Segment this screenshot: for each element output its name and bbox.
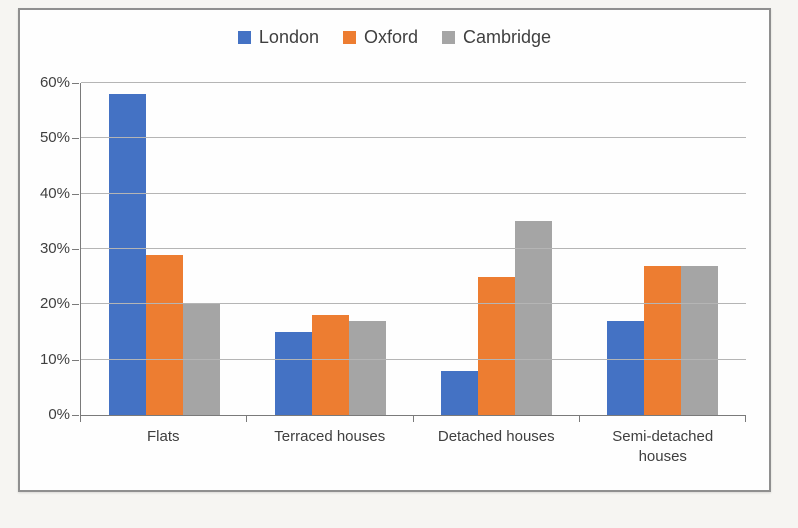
y-axis-tick-label-60: 60% bbox=[39, 74, 70, 91]
x-tick-mark-2 bbox=[412, 416, 414, 422]
category-label-semi-detached-houses: Semi-detached houses bbox=[580, 427, 747, 466]
category-label-detached-houses: Detached houses bbox=[413, 427, 580, 466]
legend-label-oxford: Oxford bbox=[364, 27, 419, 47]
bar-oxford-detached-houses bbox=[478, 276, 516, 415]
bar-cambridge-terraced-houses bbox=[348, 320, 386, 415]
bar-cambridge-flats bbox=[182, 304, 220, 415]
chart-legend: London Oxford Cambridge bbox=[20, 27, 769, 48]
bar-london-flats bbox=[108, 94, 146, 415]
category-label-text: Terraced houses bbox=[274, 428, 386, 445]
y-axis-tick-label-0: 0% bbox=[48, 406, 70, 423]
legend-swatch-london bbox=[237, 31, 251, 44]
bar-oxford-flats bbox=[145, 254, 183, 415]
category-label-text: Detached houses bbox=[437, 428, 555, 445]
gridline-10 bbox=[81, 358, 746, 360]
y-axis-tick-label-20: 20% bbox=[39, 295, 70, 313]
bar-group-terraced-houses bbox=[247, 83, 413, 415]
bar-london-detached-houses bbox=[441, 370, 479, 415]
category-label-terraced-houses: Terraced houses bbox=[247, 427, 414, 466]
y-axis-tick-label-40: 40% bbox=[39, 184, 70, 202]
bar-groups bbox=[81, 83, 746, 415]
gridline-50 bbox=[81, 137, 746, 139]
y-tick-mark-40 bbox=[72, 193, 79, 195]
gridline-20 bbox=[81, 303, 746, 305]
bar-oxford-terraced-houses bbox=[311, 315, 349, 415]
y-axis-tick-label-50: 50% bbox=[39, 129, 70, 147]
legend-label-london: London bbox=[258, 27, 319, 47]
gridline-60 bbox=[81, 82, 746, 83]
gridline-30 bbox=[81, 248, 746, 249]
y-tick-mark-50 bbox=[72, 138, 79, 140]
x-tick-mark-0 bbox=[80, 416, 81, 422]
y-tick-mark-20 bbox=[72, 304, 79, 306]
chart-frame: London Oxford Cambridge Flats Terraced ho… bbox=[18, 8, 771, 492]
y-tick-mark-0 bbox=[72, 415, 79, 416]
y-tick-mark-10 bbox=[72, 359, 79, 361]
y-axis-tick-label-10: 10% bbox=[39, 350, 70, 368]
category-label-text: Semi-detached houses bbox=[612, 428, 714, 465]
bar-london-semi-detached-houses bbox=[607, 320, 645, 415]
x-axis-labels: Flats Terraced houses Detached houses Semi-… bbox=[80, 427, 746, 466]
bar-group-detached-houses bbox=[414, 83, 580, 415]
x-tick-mark-4 bbox=[745, 416, 746, 422]
legend-swatch-cambridge bbox=[442, 31, 456, 44]
y-tick-mark-30 bbox=[72, 249, 79, 250]
legend-swatch-oxford bbox=[343, 31, 356, 44]
bar-cambridge-semi-detached-houses bbox=[681, 265, 719, 415]
x-tick-mark-3 bbox=[578, 416, 580, 422]
bar-london-terraced-houses bbox=[274, 332, 312, 415]
legend-item-oxford: Oxford bbox=[343, 27, 418, 48]
category-label-text: Flats bbox=[146, 428, 180, 445]
category-label-flats: Flats bbox=[80, 427, 247, 466]
bar-cambridge-detached-houses bbox=[515, 221, 553, 415]
legend-item-cambridge: Cambridge bbox=[442, 27, 551, 48]
y-axis-tick-label-30: 30% bbox=[39, 240, 70, 257]
gridline-40 bbox=[81, 192, 746, 194]
x-tick-mark-1 bbox=[246, 416, 248, 422]
legend-item-london: London bbox=[237, 27, 319, 48]
y-tick-mark-60 bbox=[72, 83, 79, 84]
bar-group-semi-detached-houses bbox=[580, 83, 746, 415]
bar-oxford-semi-detached-houses bbox=[644, 265, 682, 415]
plot-area bbox=[80, 82, 746, 416]
legend-label-cambridge: Cambridge bbox=[463, 27, 552, 47]
bar-group-flats bbox=[81, 83, 247, 415]
